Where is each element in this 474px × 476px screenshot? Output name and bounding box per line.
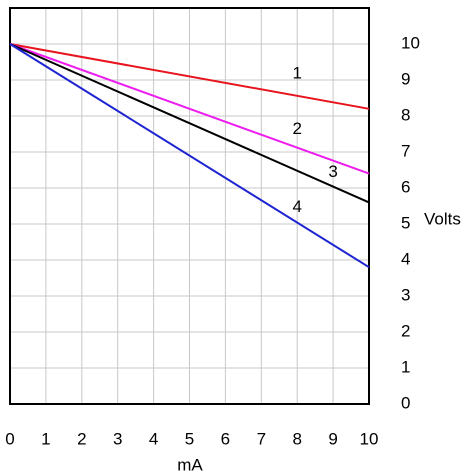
series-line [9, 43, 370, 175]
y-tick-label: 8 [401, 105, 410, 124]
series-label: 1 [292, 63, 301, 82]
x-tick-label: 10 [360, 429, 379, 448]
x-tick-label: 8 [292, 429, 301, 448]
y-tick-label: 10 [401, 33, 420, 52]
series-label: 3 [328, 162, 337, 181]
series-label: 2 [292, 119, 301, 138]
x-tick-label: 9 [328, 429, 337, 448]
series-line [9, 43, 370, 269]
series-line [9, 43, 370, 204]
y-tick-label: 1 [401, 357, 410, 376]
x-axis-label: mA [177, 455, 203, 474]
plot-border [9, 7, 370, 405]
y-tick-label: 4 [401, 249, 410, 268]
y-tick-label: 5 [401, 213, 410, 232]
series-line [9, 43, 370, 110]
y-axis-label: Volts [424, 209, 461, 228]
x-tick-label: 6 [221, 429, 230, 448]
x-tick-label: 4 [149, 429, 158, 448]
x-tick-label: 2 [77, 429, 86, 448]
x-tick-label: 5 [185, 429, 194, 448]
x-tick-label: 7 [257, 429, 266, 448]
x-tick-label: 1 [41, 429, 50, 448]
y-tick-label: 6 [401, 177, 410, 196]
y-tick-label: 0 [401, 393, 410, 412]
x-tick-label: 3 [113, 429, 122, 448]
series-label: 4 [292, 197, 301, 216]
x-tick-label: 0 [5, 429, 14, 448]
y-tick-label: 3 [401, 285, 410, 304]
y-tick-label: 7 [401, 141, 410, 160]
y-tick-label: 2 [401, 321, 410, 340]
y-tick-label: 9 [401, 69, 410, 88]
